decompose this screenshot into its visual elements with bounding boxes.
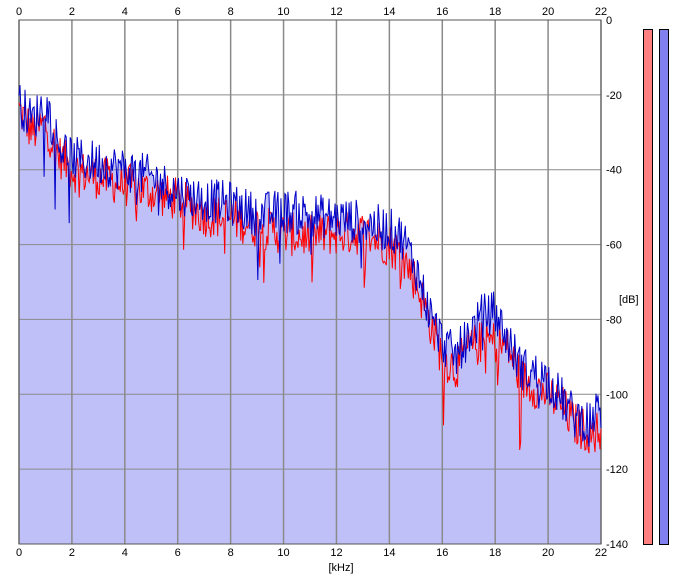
x-axis-title: [kHz] xyxy=(328,562,353,574)
x-tick-label-bottom: 12 xyxy=(330,547,342,559)
x-tick-label-bottom: 20 xyxy=(542,547,554,559)
y-tick-label: -140 xyxy=(606,539,628,551)
x-tick-label-bottom: 22 xyxy=(595,547,607,559)
y-tick-label: -80 xyxy=(606,314,622,326)
x-tick-label-top: 4 xyxy=(122,6,128,18)
x-tick-label-top: 8 xyxy=(228,6,234,18)
x-tick-label-top: 12 xyxy=(330,6,342,18)
y-axis-title: [dB] xyxy=(619,294,639,306)
x-tick-label-bottom: 8 xyxy=(228,547,234,559)
x-tick-label-bottom: 10 xyxy=(277,547,289,559)
x-tick-label-top: 2 xyxy=(69,6,75,18)
x-tick-label-bottom: 14 xyxy=(383,547,395,559)
x-tick-label-top: 16 xyxy=(436,6,448,18)
plot-frame xyxy=(18,19,602,545)
x-tick-label-top: 0 xyxy=(16,6,22,18)
x-tick-label-bottom: 16 xyxy=(436,547,448,559)
series-line-1 xyxy=(18,85,602,447)
y-tick-label: -40 xyxy=(606,165,622,177)
right-channel-level-meter xyxy=(659,29,669,545)
x-tick-label-bottom: 0 xyxy=(16,547,22,559)
x-tick-label-top: 18 xyxy=(489,6,501,18)
series-line-0 xyxy=(18,102,602,454)
x-tick-label-bottom: 18 xyxy=(489,547,501,559)
x-tick-label-bottom: 2 xyxy=(69,547,75,559)
x-tick-label-top: 6 xyxy=(175,6,181,18)
y-tick-label: -60 xyxy=(606,240,622,252)
left-channel-level-meter xyxy=(643,29,653,545)
x-tick-label-bottom: 6 xyxy=(175,547,181,559)
y-tick-label: -120 xyxy=(606,464,628,476)
x-tick-label-top: 22 xyxy=(595,6,607,18)
y-tick-label: -20 xyxy=(606,90,622,102)
x-tick-label-top: 20 xyxy=(542,6,554,18)
x-tick-label-top: 14 xyxy=(383,6,395,18)
x-tick-label-bottom: 4 xyxy=(122,547,128,559)
x-tick-label-top: 10 xyxy=(277,6,289,18)
y-tick-label: 0 xyxy=(606,15,612,27)
y-tick-label: -100 xyxy=(606,389,628,401)
